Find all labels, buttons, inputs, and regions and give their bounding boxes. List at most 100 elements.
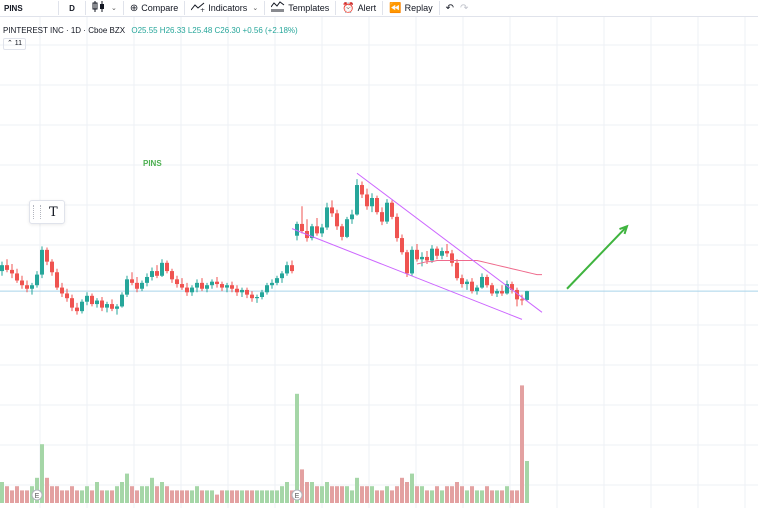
candle-body [205,285,209,289]
volume-bar [480,490,484,503]
candle-body [130,279,134,283]
candle-body [415,249,419,260]
volume-bar [180,490,184,503]
candle-body [140,282,144,289]
volume-bar [140,486,144,503]
candle-body [420,256,424,260]
candle-body [260,292,264,297]
candle-body [405,252,409,274]
divider [438,1,440,15]
candle-body [255,297,259,299]
volume-bar [345,486,349,503]
volume-bar [520,385,524,503]
earnings-marker [291,489,303,501]
candle-body [190,287,194,293]
volume-bar [150,477,154,503]
candle-body [220,284,224,288]
volume-bar [135,490,139,503]
forecast-arrow [566,225,628,290]
candle-body [160,262,164,276]
candle-body [355,185,359,215]
candle-body [410,249,414,274]
volume-bar [105,490,109,503]
volume-bar [125,473,129,503]
volume-bar [525,461,529,503]
volume-bar [115,486,119,503]
volume-bar [275,490,279,503]
compare-button[interactable]: ⊕ Compare [124,0,184,16]
volume-bar [350,490,354,503]
volume-bar [20,490,24,503]
indicators-button[interactable]: + Indicators ⌄ [185,0,264,16]
candle-body [175,279,179,285]
redo-icon: ↷ [460,2,469,14]
chart-text-annotation[interactable]: PINS [143,159,162,168]
drag-handle-icon[interactable] [33,205,41,219]
candle-body [235,288,239,293]
volume-bar [160,482,164,503]
candle-body [525,291,529,300]
volume-bar [330,486,334,503]
candle-body [390,202,394,217]
volume-bar [205,490,209,503]
candle-body [285,265,289,274]
candles-icon [92,1,106,15]
candle-body [215,281,219,285]
volume-bar [315,486,319,503]
candle-body [295,223,299,236]
templates-button[interactable]: Templates [265,0,335,16]
redo-button[interactable]: ↷ [460,0,474,16]
candle-body [230,285,234,289]
volume-bar [310,482,314,503]
candle-body [240,289,244,293]
moving-average-line [416,259,542,276]
candle-body [40,249,44,275]
candle-body [75,307,79,312]
volume-bar [80,490,84,503]
volume-bar [360,486,364,503]
legend-collapse-button[interactable]: ⌃ 11 [3,38,27,50]
volume-bar [395,486,399,503]
candle-body [460,278,464,285]
candle-body [90,295,94,305]
volume-bar [435,486,439,503]
candle-body [400,238,404,253]
volume-bar [400,477,404,503]
candle-body [470,281,474,292]
earnings-marker-label: E [295,493,300,500]
volume-bar [470,486,474,503]
volume-bar [200,490,204,503]
volume-bar [280,486,284,503]
interval-button[interactable]: D [59,0,85,16]
candle-body [150,271,154,277]
volume-bar [170,490,174,503]
volume-bar [390,490,394,503]
symbol-label: PINS [4,3,23,13]
volume-bar [475,490,479,503]
replay-button[interactable]: ⏪ Replay [383,0,438,16]
floating-text-toolbar[interactable]: T [29,200,65,224]
divider [85,1,86,15]
candle-body [480,276,484,288]
candle-body [45,249,49,262]
volume-bar [195,486,199,503]
candle-body [200,282,204,289]
undo-button[interactable]: ↶ [440,0,460,16]
divider [184,1,186,15]
text-tool-icon[interactable]: T [49,204,58,220]
volume-bar [175,490,179,503]
volume-bar [260,490,264,503]
candle-body [265,285,269,293]
volume-bar [250,490,254,503]
chart-type-button[interactable]: ⌄ [86,0,123,16]
interval-label: D [69,3,75,13]
volume-bar [110,490,114,503]
volume-bar [255,490,259,503]
symbol-search[interactable]: PINS [0,0,58,16]
volume-bar [130,486,134,503]
candle-body [300,223,304,231]
candle-body [385,202,389,222]
alert-button[interactable]: ⏰ Alert [336,0,382,16]
candle-body [330,207,334,214]
